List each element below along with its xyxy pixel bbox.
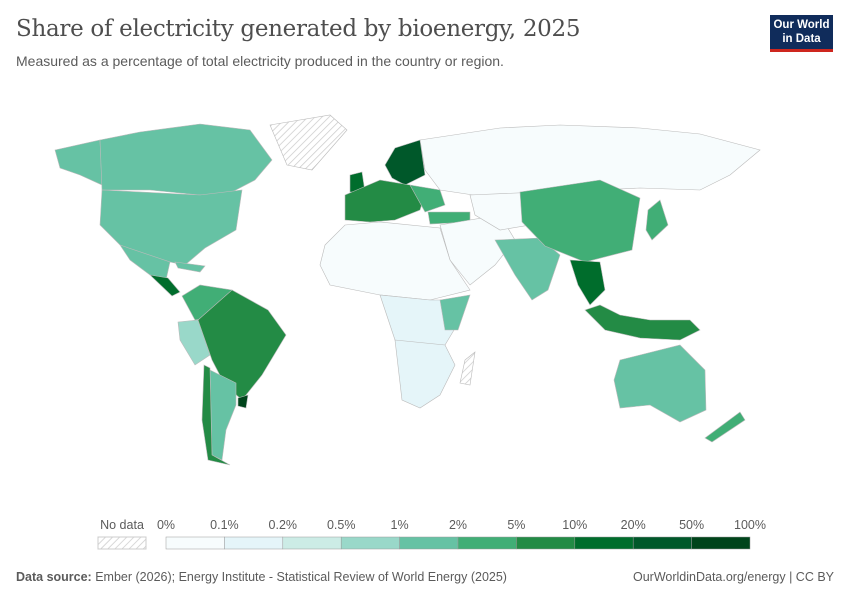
- region-caribbean[interactable]: [174, 261, 206, 273]
- legend-swatch[interactable]: [632, 536, 692, 550]
- legend-tick-label: 10%: [562, 518, 588, 532]
- region-southeast-asia[interactable]: [569, 259, 606, 306]
- region-usa[interactable]: [99, 189, 243, 266]
- subtitle: Measured as a percentage of total electr…: [16, 53, 504, 69]
- footer-link[interactable]: OurWorldinData.org/energy | CC BY: [632, 570, 834, 584]
- region-new-zealand[interactable]: [704, 411, 746, 443]
- source-label: Data source:: [16, 570, 92, 584]
- legend-swatch[interactable]: [224, 536, 284, 550]
- source-text: Ember (2026); Energy Institute - Statist…: [95, 570, 507, 584]
- legend-tick-label: 5%: [507, 518, 526, 532]
- legend-swatch[interactable]: [691, 536, 751, 550]
- footer-source: Data source: Ember (2026); Energy Instit…: [16, 570, 507, 584]
- region-japan[interactable]: [645, 199, 669, 241]
- legend-tick-label: 50%: [679, 518, 705, 532]
- logo-text: Our World in Data: [773, 19, 830, 45]
- region-africa-north[interactable]: [319, 221, 471, 301]
- legend-no-data-swatch: [97, 536, 147, 550]
- region-brazil[interactable]: [197, 289, 287, 401]
- legend-swatch[interactable]: [282, 536, 342, 550]
- region-russia[interactable]: [419, 124, 761, 197]
- region-argentina[interactable]: [209, 369, 237, 461]
- legend-swatch[interactable]: [399, 536, 459, 550]
- owid-logo[interactable]: Our World in Data: [770, 15, 833, 52]
- legend-tick-label: 0.5%: [326, 518, 356, 532]
- legend-swatch[interactable]: [340, 536, 400, 550]
- legend-tick-label: 1%: [390, 518, 409, 532]
- legend-no-data-label: No data: [100, 518, 144, 532]
- legend-tick-label: 2%: [448, 518, 468, 532]
- region-alaska[interactable]: [54, 139, 103, 186]
- legend-tick-label: 0.2%: [268, 518, 298, 532]
- legend-swatch[interactable]: [516, 536, 576, 550]
- legend-swatch[interactable]: [165, 536, 225, 550]
- region-canada[interactable]: [99, 123, 273, 196]
- region-africa-east[interactable]: [439, 294, 471, 331]
- region-africa-south[interactable]: [394, 339, 456, 409]
- legend-tick-label: 0.1%: [210, 518, 239, 532]
- region-madagascar[interactable]: [459, 351, 476, 386]
- region-chile[interactable]: [201, 364, 231, 466]
- legend-tick-label: 100%: [734, 518, 766, 532]
- region-eastern-europe[interactable]: [409, 184, 446, 213]
- legend-tick-label: 0%: [156, 518, 176, 532]
- region-western-europe[interactable]: [344, 179, 426, 223]
- region-peru[interactable]: [177, 319, 211, 366]
- legend-tick-label: 20%: [620, 518, 646, 532]
- legend-swatch[interactable]: [457, 536, 517, 550]
- region-scandinavia[interactable]: [384, 139, 426, 186]
- legend-bar: [97, 536, 751, 550]
- legend-swatch[interactable]: [574, 536, 634, 550]
- region-central-america[interactable]: [149, 274, 181, 297]
- region-greenland[interactable]: [269, 114, 348, 171]
- region-indonesia[interactable]: [584, 304, 701, 341]
- page-title: Share of electricity generated by bioene…: [16, 16, 581, 42]
- region-china[interactable]: [519, 179, 641, 263]
- region-uruguay[interactable]: [237, 394, 249, 409]
- region-australia[interactable]: [613, 344, 707, 423]
